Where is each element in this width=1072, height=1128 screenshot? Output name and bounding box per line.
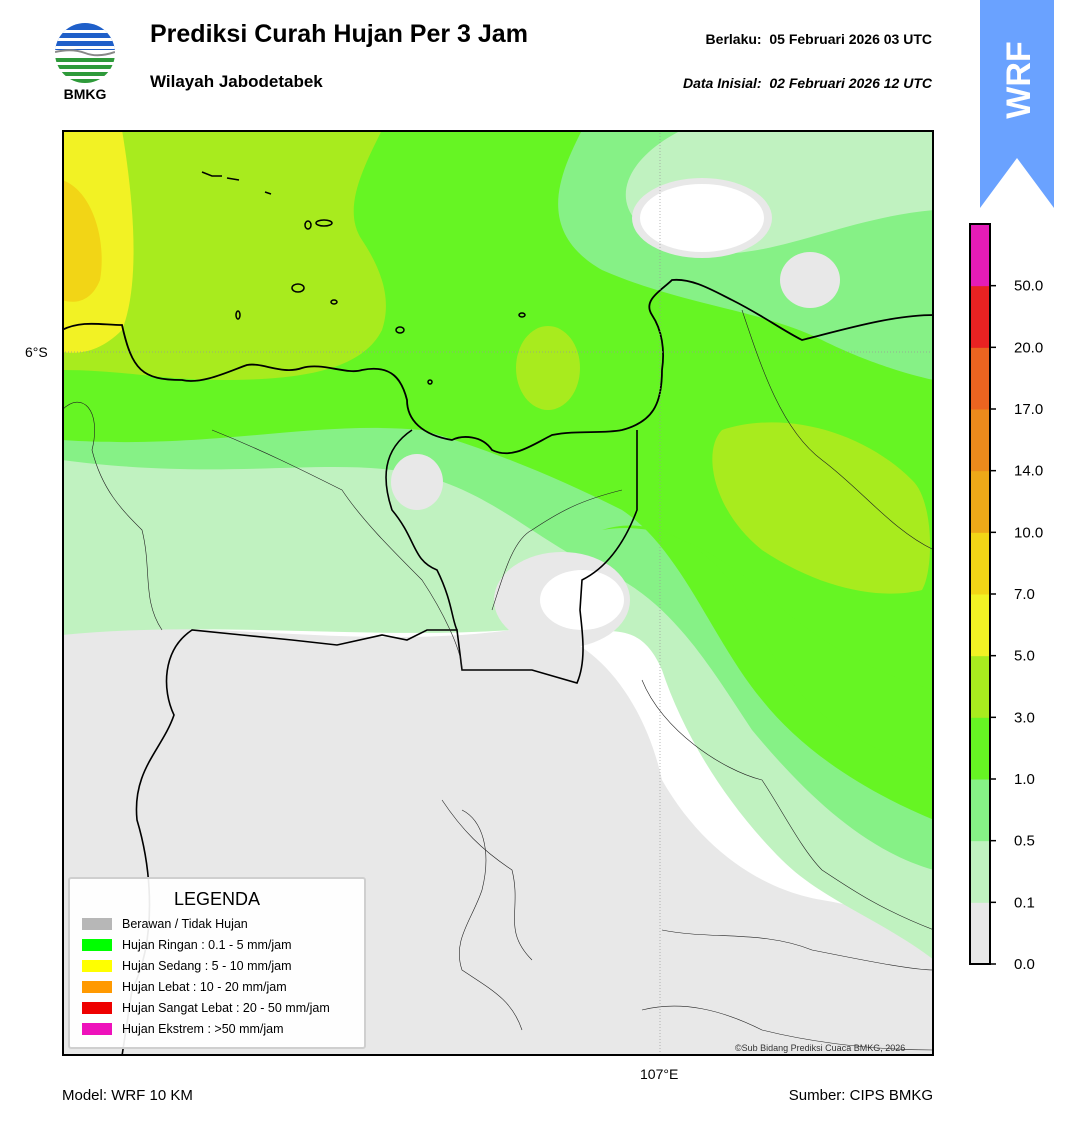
legend-item: Hujan Ringan : 0.1 - 5 mm/jam bbox=[82, 936, 292, 954]
lat-label: 6°S bbox=[25, 344, 48, 360]
colorbar-tick-label: 1.0 bbox=[1014, 771, 1035, 788]
legend-label: Hujan Sangat Lebat : 20 - 50 mm/jam bbox=[122, 1001, 330, 1015]
colorbar-tick-label: 0.1 bbox=[1014, 894, 1035, 911]
colorbar-tick-label: 7.0 bbox=[1014, 586, 1035, 603]
colorbar-tick-label: 5.0 bbox=[1014, 648, 1035, 665]
legend-box: LEGENDA Berawan / Tidak Hujan Hujan Ring… bbox=[68, 877, 366, 1049]
colorbar-segment bbox=[970, 409, 990, 472]
legend-label: Hujan Sedang : 5 - 10 mm/jam bbox=[122, 959, 292, 973]
bmkg-logo: BMKG bbox=[55, 23, 115, 102]
init-label: Data Inisial: bbox=[682, 75, 762, 91]
valid-time: Berlaku: 05 Februari 2026 03 UTC bbox=[706, 31, 932, 47]
legend-item: Hujan Sedang : 5 - 10 mm/jam bbox=[82, 957, 292, 975]
legend-swatch bbox=[82, 918, 112, 930]
coastline bbox=[62, 278, 934, 455]
colorbar-segment bbox=[970, 779, 990, 842]
colorbar-tick-label: 14.0 bbox=[1014, 463, 1043, 480]
valid-label: Berlaku: bbox=[705, 31, 762, 47]
colorbar: 0.0 0.1 0.5 1.0 3.0 5.0 7.0 10.0 14.0 17.0 20.0 50.… bbox=[969, 223, 1043, 972]
legend-label: Hujan Lebat : 10 - 20 mm/jam bbox=[122, 980, 287, 994]
init-value: 02 Februari 2026 12 UTC bbox=[769, 75, 932, 91]
legend-swatch bbox=[82, 960, 112, 972]
legend-label: Berawan / Tidak Hujan bbox=[122, 917, 248, 931]
colorbar-segment bbox=[970, 902, 990, 965]
colorbar-segment bbox=[970, 347, 990, 410]
valid-value: 05 Februari 2026 03 UTC bbox=[769, 31, 932, 47]
province-border bbox=[121, 429, 638, 1056]
map-credit: ©Sub Bidang Prediksi Cuaca BMKG, 2026 bbox=[735, 1043, 906, 1053]
legend-swatch bbox=[82, 939, 112, 951]
legend-item: Hujan Lebat : 10 - 20 mm/jam bbox=[82, 978, 287, 996]
init-time: Data Inisial: 02 Februari 2026 12 UTC bbox=[683, 75, 932, 91]
lon-label: 107°E bbox=[640, 1066, 679, 1082]
colorbar-tick-label: 3.0 bbox=[1014, 709, 1035, 726]
colorbar-tick-label: 20.0 bbox=[1014, 339, 1043, 356]
colorbar-segment bbox=[970, 594, 990, 657]
colorbar-segment bbox=[970, 655, 990, 718]
colorbar-segments bbox=[970, 224, 990, 965]
source-info: Sumber: CIPS BMKG bbox=[788, 1087, 933, 1104]
regency-borders bbox=[62, 309, 934, 1051]
colorbar-segment bbox=[970, 532, 990, 595]
thousand-islands bbox=[201, 171, 526, 385]
colorbar-tick-label: 17.0 bbox=[1014, 401, 1043, 418]
legend-item: Hujan Sangat Lebat : 20 - 50 mm/jam bbox=[82, 999, 330, 1017]
logo-text: BMKG bbox=[64, 86, 107, 102]
wrf-badge: WRF bbox=[980, 0, 1054, 208]
page-title: Prediksi Curah Hujan Per 3 Jam bbox=[150, 20, 528, 48]
colorbar-tick-label: 50.0 bbox=[1014, 278, 1043, 295]
legend-swatch bbox=[82, 981, 112, 993]
legend-swatch bbox=[82, 1023, 112, 1035]
model-info: Model: WRF 10 KM bbox=[62, 1087, 193, 1104]
colorbar-tick-label: 10.0 bbox=[1014, 524, 1043, 541]
legend-label: Hujan Ringan : 0.1 - 5 mm/jam bbox=[122, 938, 292, 952]
colorbar-tick-label: 0.0 bbox=[1014, 956, 1035, 972]
colorbar-segment bbox=[970, 717, 990, 780]
legend-label: Hujan Ekstrem : >50 mm/jam bbox=[122, 1022, 284, 1036]
legend-title: LEGENDA bbox=[173, 889, 261, 909]
rainfall-map bbox=[62, 130, 934, 1056]
colorbar-segment bbox=[970, 285, 990, 348]
legend-item: Berawan / Tidak Hujan bbox=[82, 915, 248, 933]
colorbar-segment bbox=[970, 840, 990, 903]
colorbar-segment bbox=[970, 224, 990, 287]
colorbar-ticks: 0.0 0.1 0.5 1.0 3.0 5.0 7.0 10.0 14.0 17.0 20.0 50.… bbox=[990, 278, 1043, 972]
wrf-badge-text: WRF bbox=[1000, 41, 1038, 118]
colorbar-tick-label: 0.5 bbox=[1014, 833, 1035, 850]
legend-swatch bbox=[82, 1002, 112, 1014]
region-subtitle: Wilayah Jabodetabek bbox=[150, 72, 323, 91]
legend-item: Hujan Ekstrem : >50 mm/jam bbox=[82, 1020, 284, 1038]
colorbar-segment bbox=[970, 470, 990, 533]
